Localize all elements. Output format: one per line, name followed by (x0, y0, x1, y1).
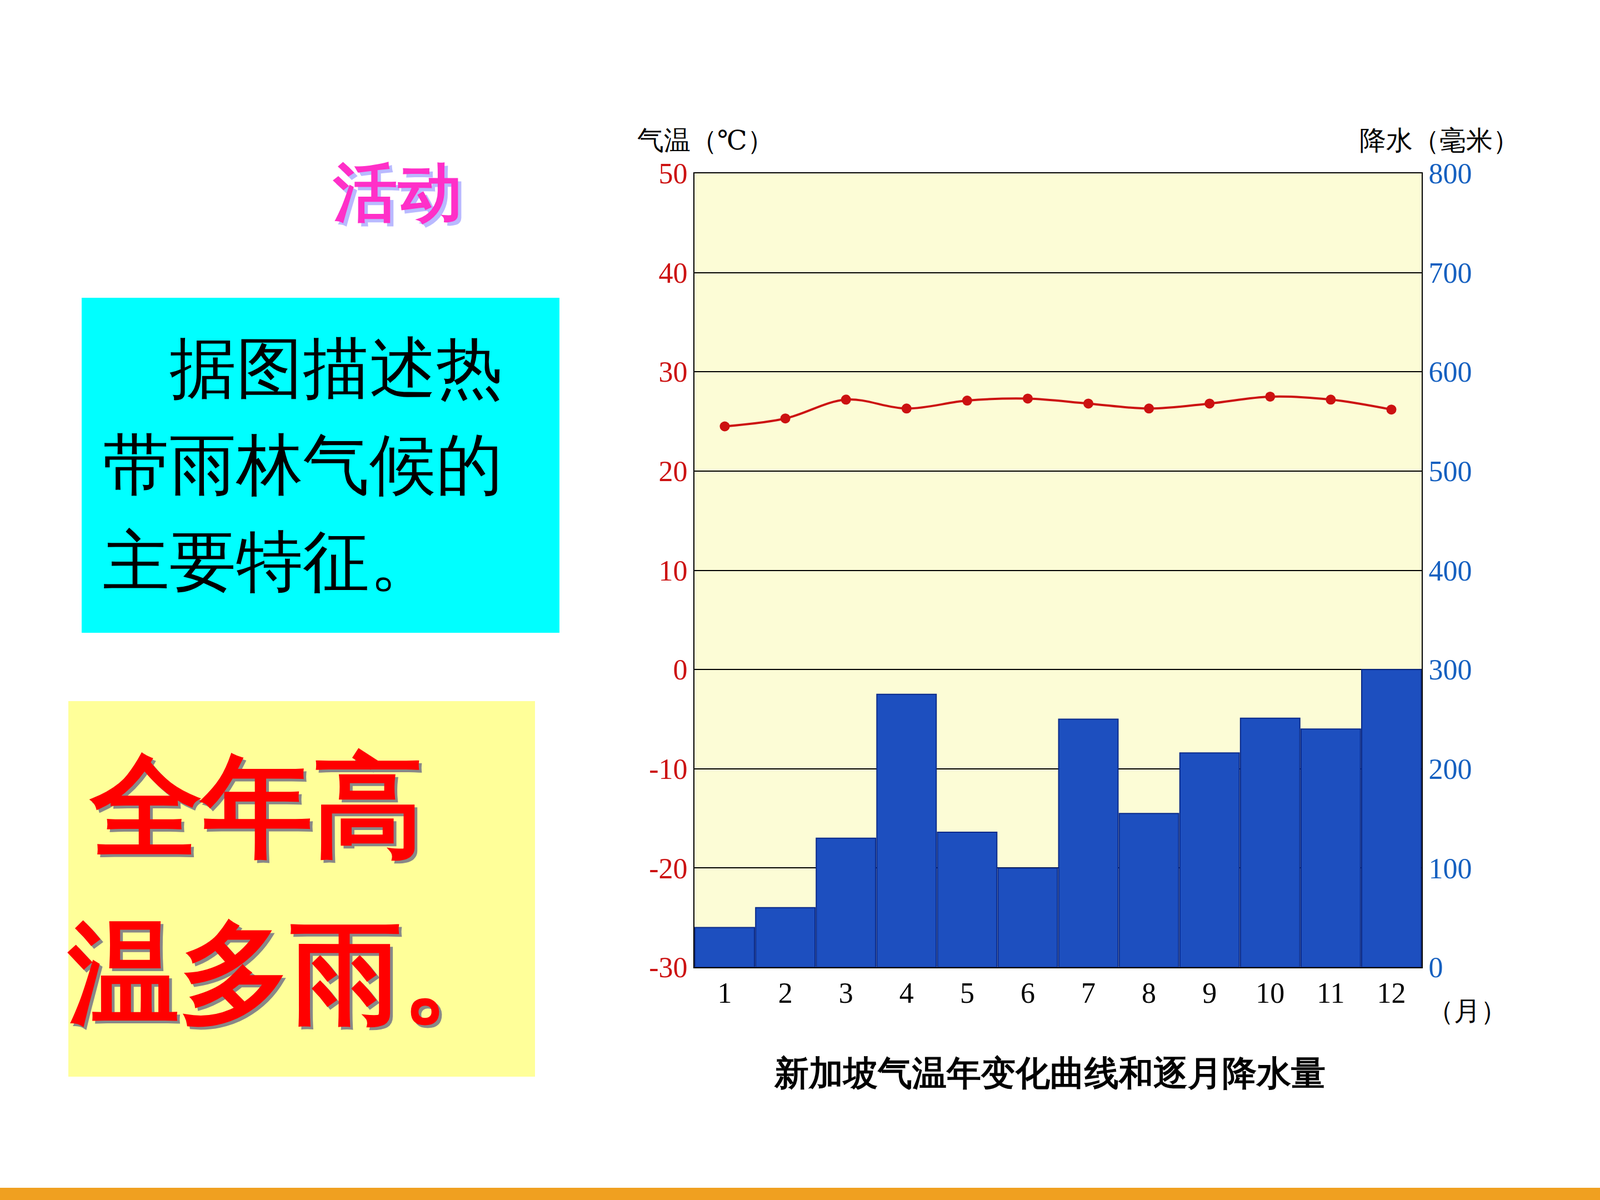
svg-text:20: 20 (658, 455, 688, 488)
svg-text:7: 7 (1081, 977, 1096, 1009)
svg-text:0: 0 (673, 653, 688, 686)
svg-text:50: 50 (658, 157, 688, 190)
svg-text:600: 600 (1428, 356, 1472, 388)
svg-text:-20: -20 (648, 852, 688, 885)
svg-text:300: 300 (1428, 653, 1472, 686)
svg-text:0: 0 (1428, 951, 1443, 984)
svg-text:-10: -10 (648, 753, 688, 785)
svg-text:6: 6 (1020, 977, 1035, 1009)
html-text:全年高温多雨。: 全年高温多雨。 (68, 741, 513, 1038)
svg-text:8: 8 (1141, 977, 1157, 1009)
svg-text:400: 400 (1428, 555, 1472, 587)
svg-text:1: 1 (717, 977, 733, 1009)
svg-text:800: 800 (1428, 157, 1472, 190)
html-text:新加坡气温年变化曲线和逐月降水量: 新加坡气温年变化曲线和逐月降水量 (774, 1052, 1326, 1094)
svg-text:9: 9 (1202, 977, 1217, 1009)
svg-text:200: 200 (1428, 753, 1472, 785)
svg-text:降水（毫米）: 降水（毫米） (1359, 124, 1520, 156)
svg-text:12: 12 (1376, 977, 1406, 1009)
svg-text:40: 40 (658, 257, 688, 289)
svg-text:2: 2 (778, 977, 793, 1009)
svg-text:11: 11 (1316, 977, 1345, 1009)
html-text:活动: 活动 (333, 155, 464, 230)
svg-text:气温（℃）: 气温（℃） (637, 124, 774, 156)
svg-text:100: 100 (1428, 852, 1472, 885)
svg-text:5: 5 (960, 977, 975, 1009)
svg-text:700: 700 (1428, 257, 1472, 289)
svg-text:4: 4 (899, 977, 914, 1009)
svg-text:30: 30 (658, 356, 688, 388)
html-text:据图描述热带雨林气候的主要特征。: 据图描述热带雨林气候的主要特征。 (102, 329, 503, 600)
svg-text:10: 10 (658, 555, 688, 587)
svg-text:500: 500 (1428, 455, 1472, 488)
svg-text:-30: -30 (648, 951, 688, 984)
svg-text:3: 3 (838, 977, 854, 1009)
svg-text:10: 10 (1255, 977, 1285, 1009)
svg-text:（月）: （月） (1427, 995, 1508, 1027)
